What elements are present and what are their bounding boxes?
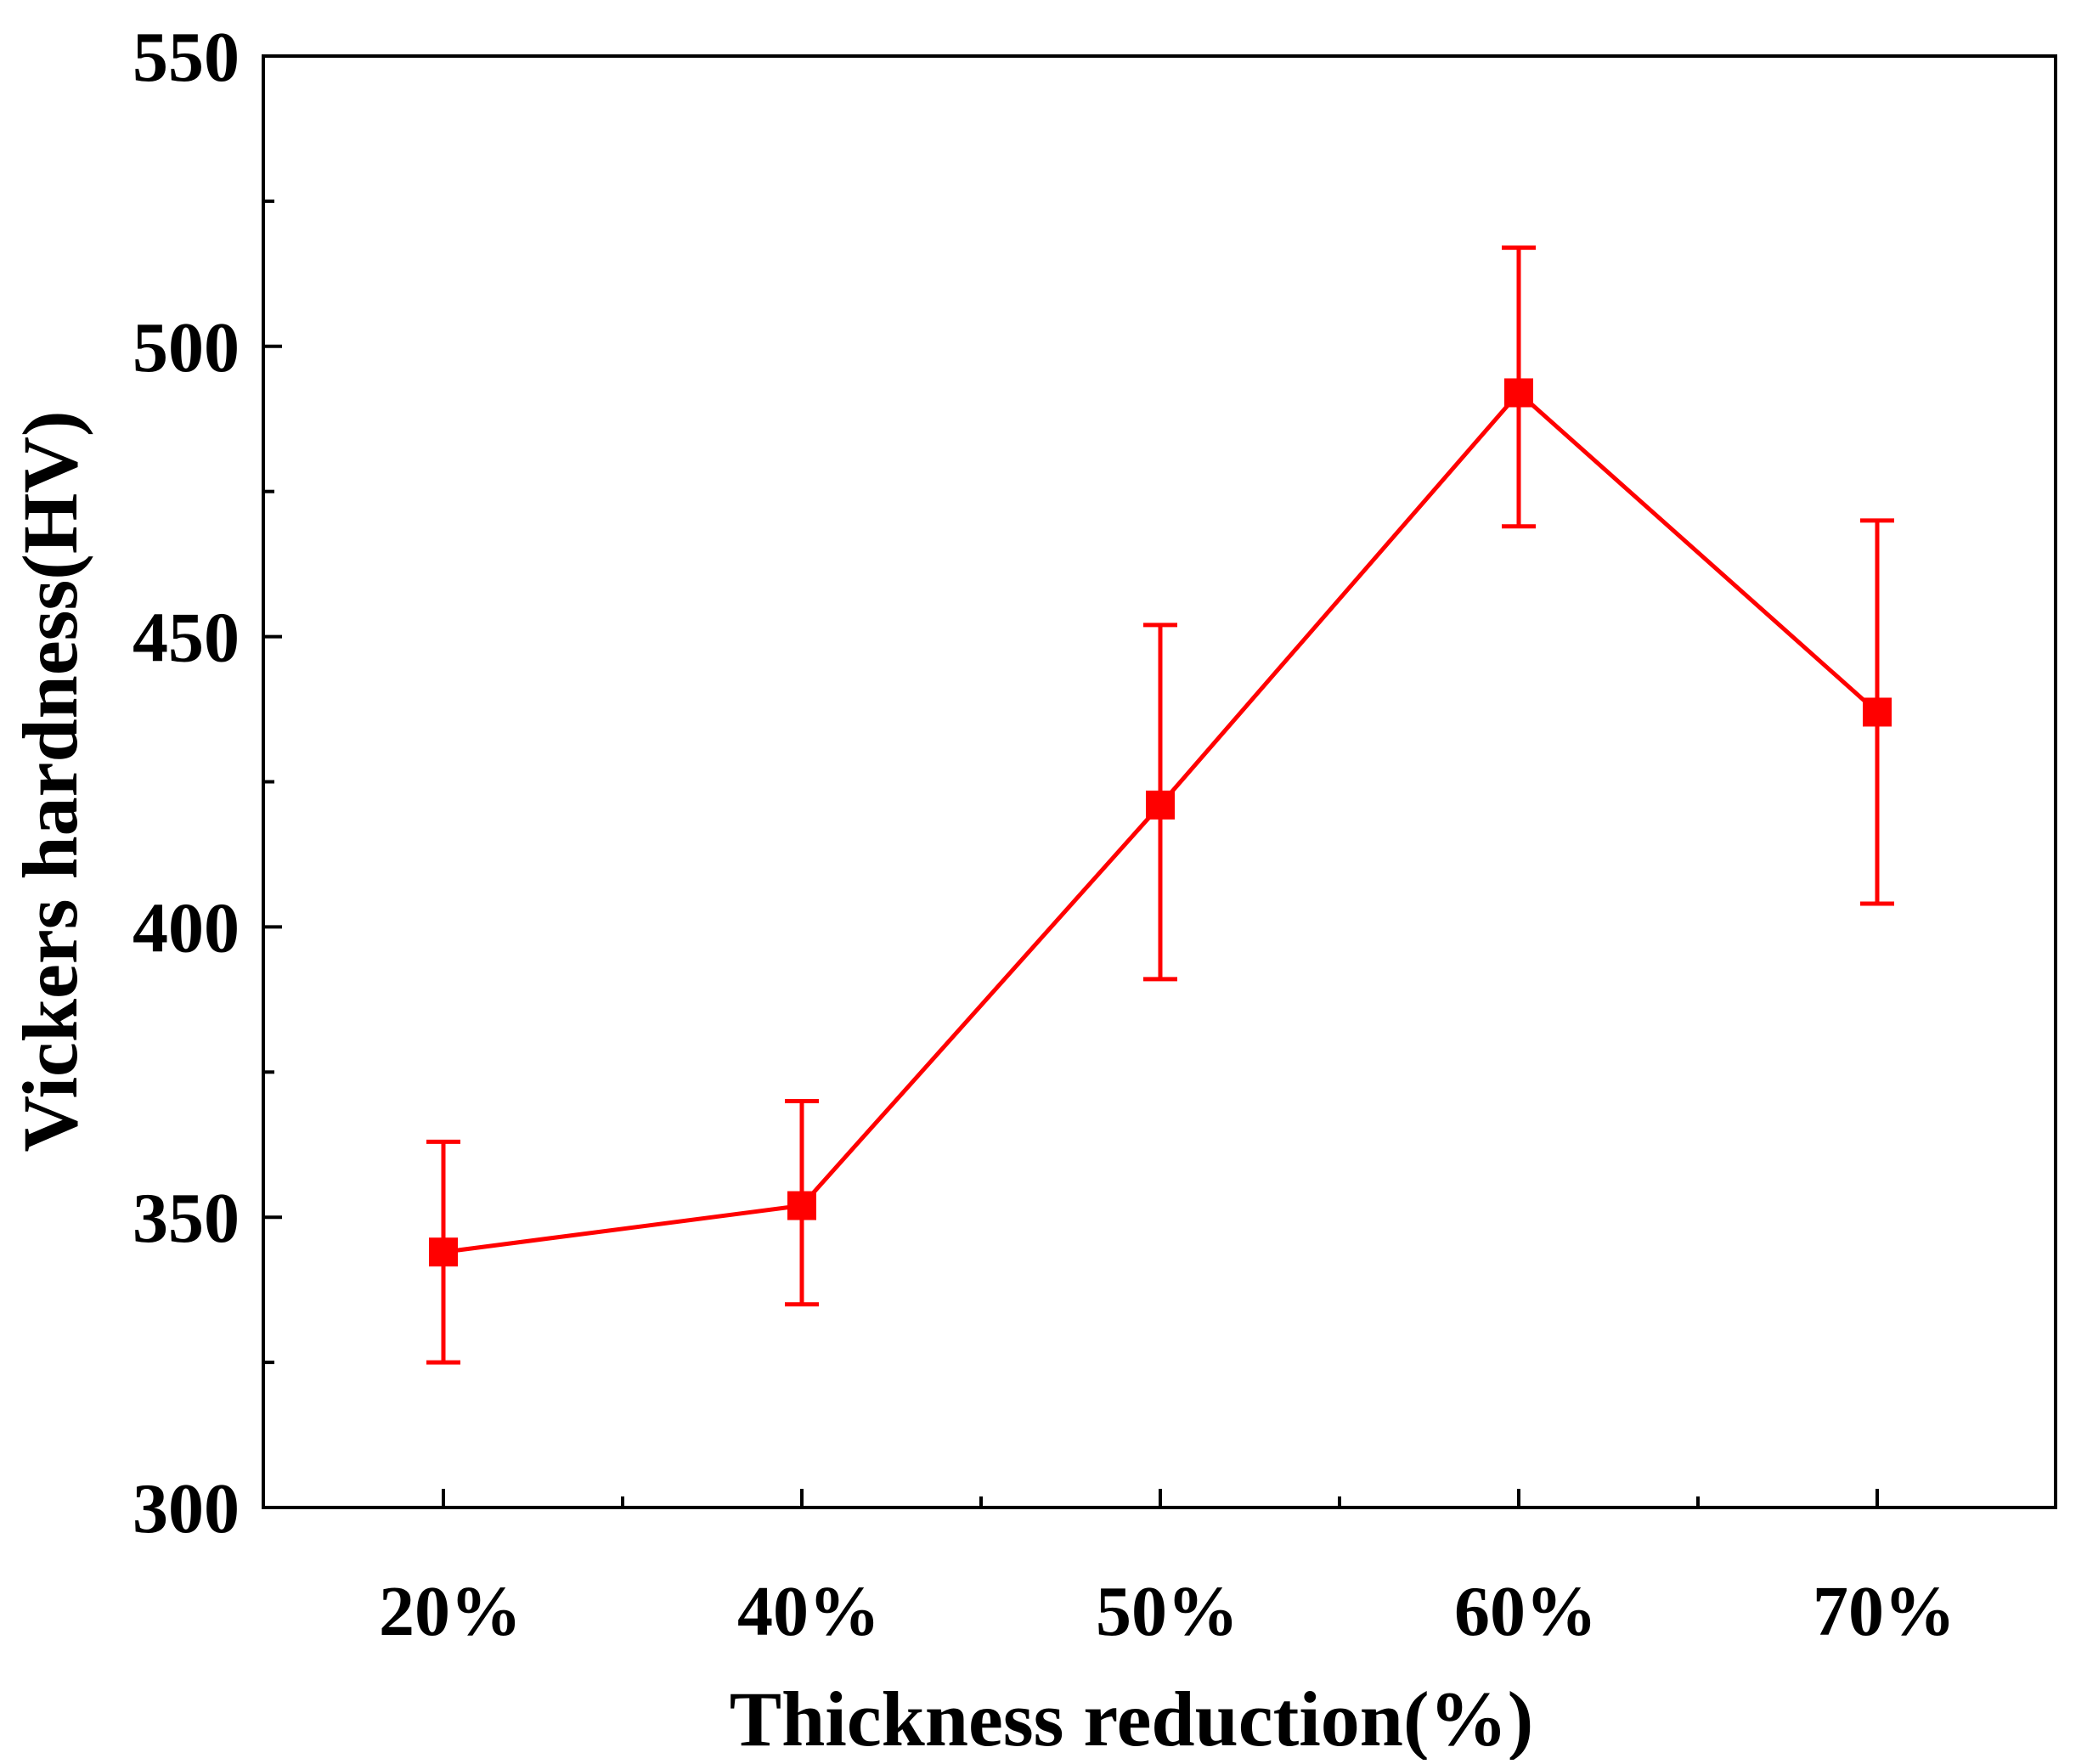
data-point-marker <box>1863 697 1892 727</box>
data-point-marker <box>429 1237 458 1267</box>
markers-group <box>429 378 1892 1267</box>
data-point-marker <box>1146 790 1175 820</box>
x-tick-label: 50% <box>1096 1572 1238 1651</box>
y-tick-label: 500 <box>133 308 240 387</box>
y-tick-label: 300 <box>133 1469 240 1548</box>
data-point-marker <box>1504 378 1533 408</box>
labels-group: Thickness reduction(%) Vickers hardness(… <box>7 18 1955 1762</box>
y-tick-label: 400 <box>133 888 240 967</box>
y-tick-label: 350 <box>133 1179 240 1258</box>
axes-group <box>262 54 2057 1509</box>
x-tick-label: 70% <box>1813 1572 1955 1651</box>
y-tick-label: 550 <box>133 18 240 97</box>
data-point-marker <box>787 1191 816 1220</box>
y-axis-title: Vickers hardness(HV) <box>7 410 93 1152</box>
x-tick-label: 20% <box>379 1572 522 1651</box>
y-tick-label: 450 <box>133 599 240 678</box>
x-tick-label: 60% <box>1454 1572 1597 1651</box>
x-axis-title: Thickness reduction(%) <box>730 1676 1534 1760</box>
x-tick-label: 40% <box>737 1572 880 1651</box>
